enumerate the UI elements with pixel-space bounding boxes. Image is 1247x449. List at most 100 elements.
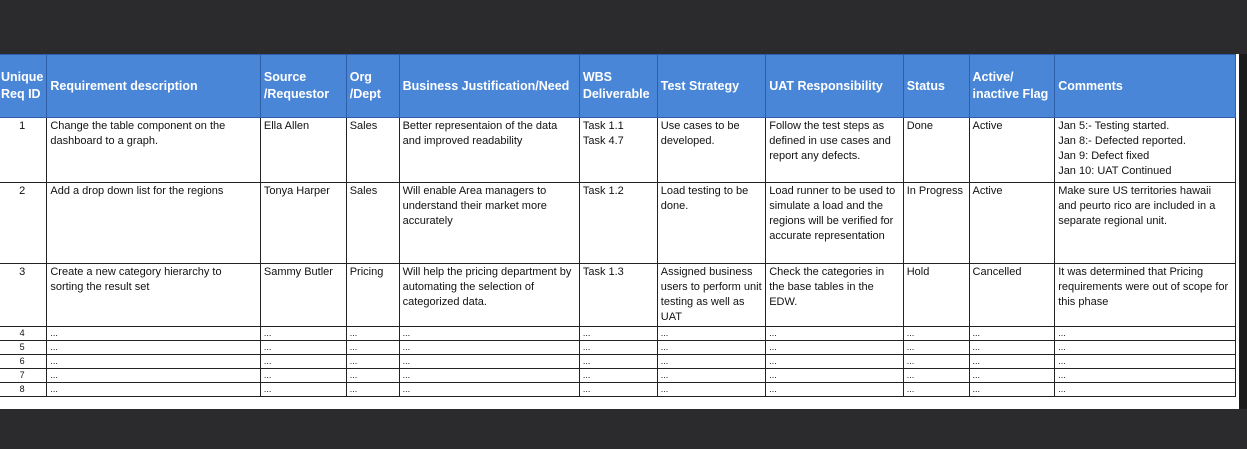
cell-id[interactable]: 2 <box>0 182 48 264</box>
cell-test-strategy[interactable]: Load testing to be done. <box>656 182 767 264</box>
cell-placeholder[interactable]: ... <box>765 354 904 369</box>
cell-placeholder[interactable]: ... <box>46 326 261 341</box>
cell-placeholder[interactable]: ... <box>259 340 347 355</box>
chevron-left-icon[interactable]: ‹ <box>17 203 41 268</box>
cell-placeholder[interactable]: ... <box>345 368 400 383</box>
cell-status[interactable]: Done <box>902 117 970 183</box>
cell-id[interactable]: 8 <box>0 382 48 397</box>
cell-placeholder[interactable]: ... <box>968 326 1056 341</box>
cell-id[interactable]: 3 <box>0 263 48 327</box>
cell-placeholder[interactable]: ... <box>578 368 658 383</box>
cell-test-strategy[interactable]: Assigned business users to perform unit … <box>656 263 767 327</box>
table-row: 6.............................. <box>0 354 1236 369</box>
cell-justification[interactable]: Will help the pricing department by auto… <box>398 263 580 327</box>
cell-id[interactable]: 4 <box>0 326 48 341</box>
cell-placeholder[interactable]: ... <box>902 368 970 383</box>
column-header-text: Req ID <box>1 87 41 101</box>
cell-id[interactable]: 5 <box>0 340 48 355</box>
cell-placeholder[interactable]: ... <box>259 326 347 341</box>
cell-placeholder[interactable]: ... <box>765 326 904 341</box>
cell-placeholder[interactable]: ... <box>656 326 767 341</box>
cell-justification[interactable]: Will enable Area managers to understand … <box>398 182 580 264</box>
cell-uat[interactable]: Check the categories in the base tables … <box>765 263 904 327</box>
cell-placeholder[interactable]: ... <box>902 326 970 341</box>
cell-wbs[interactable]: Task 1.2 <box>578 182 658 264</box>
cell-placeholder[interactable]: ... <box>46 382 261 397</box>
cell-justification[interactable]: Better representaion of the data and imp… <box>398 117 580 183</box>
scrollbar[interactable] <box>1239 54 1247 409</box>
cell-placeholder[interactable]: ... <box>656 354 767 369</box>
cell-placeholder[interactable]: ... <box>656 368 767 383</box>
cell-placeholder[interactable]: ... <box>46 368 261 383</box>
cell-placeholder[interactable]: ... <box>656 340 767 355</box>
cell-org[interactable]: Sales <box>345 182 400 264</box>
cell-placeholder[interactable]: ... <box>398 326 580 341</box>
cell-source[interactable]: Sammy Butler <box>259 263 347 327</box>
column-header-text: Status <box>906 78 945 93</box>
cell-uat[interactable]: Follow the test steps as defined in use … <box>765 117 904 183</box>
cell-placeholder[interactable]: ... <box>1054 368 1236 383</box>
cell-source[interactable]: Ella Allen <box>259 117 347 183</box>
cell-comments[interactable]: Jan 5:- Testing started. Jan 8:- Defected… <box>1054 117 1236 183</box>
cell-description[interactable]: Add a drop down list for the regions <box>46 182 261 264</box>
cell-wbs[interactable]: Task 1.3 <box>578 263 658 327</box>
cell-description[interactable]: Change the table component on the dashbo… <box>46 117 261 183</box>
cell-placeholder[interactable]: ... <box>1054 326 1236 341</box>
cell-placeholder[interactable]: ... <box>46 354 261 369</box>
column-header-text: Active/ <box>972 70 1014 84</box>
cell-placeholder[interactable]: ... <box>398 382 580 397</box>
cell-line: Task 1.2 <box>582 185 624 197</box>
cell-placeholder[interactable]: ... <box>968 368 1056 383</box>
cell-org[interactable]: Pricing <box>345 263 400 327</box>
cell-placeholder[interactable]: ... <box>345 354 400 369</box>
cell-wbs[interactable]: Task 1.1 Task 4.7 <box>578 117 658 183</box>
cell-comments[interactable]: It was determined that Pricing requireme… <box>1054 263 1236 327</box>
cell-status[interactable]: Hold <box>902 263 970 327</box>
cell-placeholder[interactable]: ... <box>578 326 658 341</box>
cell-placeholder[interactable]: ... <box>765 340 904 355</box>
cell-placeholder[interactable]: ... <box>259 382 347 397</box>
column-header: Test Strategy <box>656 54 767 118</box>
column-header: Comments <box>1054 54 1236 118</box>
cell-uat[interactable]: Load runner to be used to simulate a loa… <box>765 182 904 264</box>
cell-placeholder[interactable]: ... <box>1054 354 1236 369</box>
cell-source[interactable]: Tonya Harper <box>259 182 347 264</box>
cell-placeholder[interactable]: ... <box>345 382 400 397</box>
column-header-text: /Requestor <box>263 87 330 101</box>
cell-description[interactable]: Create a new category hierarchy to sorti… <box>46 263 261 327</box>
cell-status[interactable]: In Progress <box>902 182 970 264</box>
cell-placeholder[interactable]: ... <box>578 382 658 397</box>
cell-test-strategy[interactable]: Use cases to be developed. <box>656 117 767 183</box>
cell-id[interactable]: 6 <box>0 354 48 369</box>
cell-placeholder[interactable]: ... <box>345 326 400 341</box>
cell-placeholder[interactable]: ... <box>902 382 970 397</box>
cell-flag[interactable]: Cancelled <box>968 263 1056 327</box>
cell-placeholder[interactable]: ... <box>398 368 580 383</box>
cell-flag[interactable]: Active <box>968 117 1056 183</box>
cell-placeholder[interactable]: ... <box>765 382 904 397</box>
cell-placeholder[interactable]: ... <box>902 354 970 369</box>
cell-placeholder[interactable]: ... <box>968 340 1056 355</box>
cell-placeholder[interactable]: ... <box>656 382 767 397</box>
cell-placeholder[interactable]: ... <box>578 354 658 369</box>
cell-placeholder[interactable]: ... <box>46 340 261 355</box>
cell-placeholder[interactable]: ... <box>902 340 970 355</box>
cell-id[interactable]: 7 <box>0 368 48 383</box>
cell-placeholder[interactable]: ... <box>1054 382 1236 397</box>
cell-placeholder[interactable]: ... <box>1054 340 1236 355</box>
cell-org[interactable]: Sales <box>345 117 400 183</box>
cell-placeholder[interactable]: ... <box>398 340 580 355</box>
cell-flag[interactable]: Active <box>968 182 1056 264</box>
column-header: Requirement description <box>46 54 261 118</box>
cell-placeholder[interactable]: ... <box>259 368 347 383</box>
cell-placeholder[interactable]: ... <box>578 340 658 355</box>
cell-placeholder[interactable]: ... <box>765 368 904 383</box>
cell-placeholder[interactable]: ... <box>968 354 1056 369</box>
cell-placeholder[interactable]: ... <box>398 354 580 369</box>
cell-id[interactable]: 1 <box>0 117 48 183</box>
cell-placeholder[interactable]: ... <box>345 340 400 355</box>
cell-placeholder[interactable]: ... <box>259 354 347 369</box>
cell-placeholder[interactable]: ... <box>968 382 1056 397</box>
chevron-right-icon[interactable]: › <box>1183 203 1207 268</box>
column-header: Unique Req ID <box>0 54 48 118</box>
